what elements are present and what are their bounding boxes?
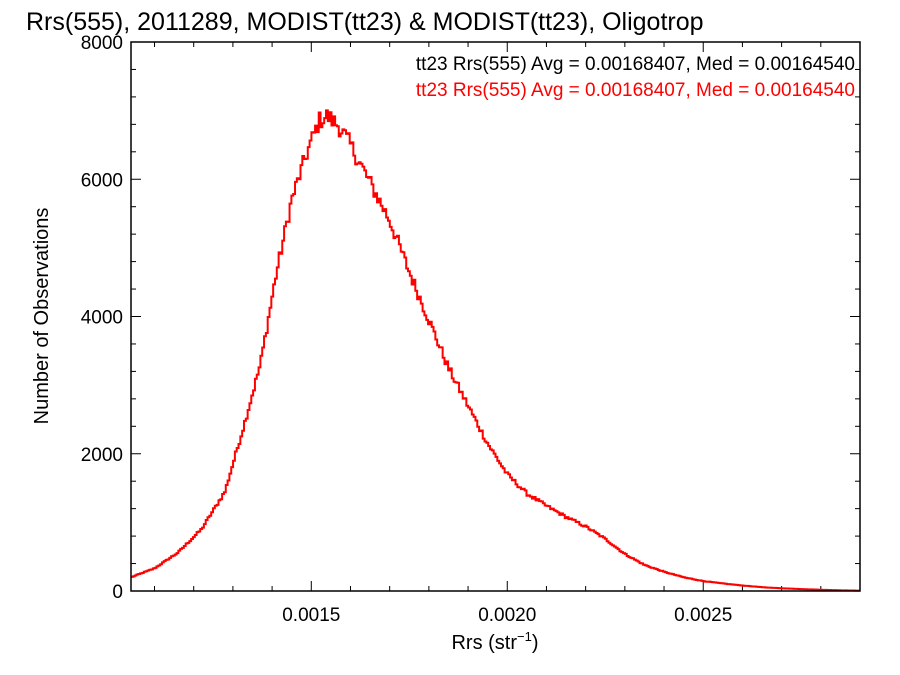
axis-ticks: 0.0015 0.0020 0.0025 0 2000 4000 6000 8000 bbox=[81, 33, 861, 626]
y-tick-label: 8000 bbox=[81, 33, 123, 54]
x-axis-label: Rrs (str−1) bbox=[451, 629, 538, 654]
y-tick-label: 0 bbox=[112, 582, 123, 603]
y-tick-label: 2000 bbox=[81, 445, 123, 466]
legend: tt23 Rrs(555) Avg = 0.00168407, Med = 0.… bbox=[416, 54, 855, 101]
plot-frame bbox=[130, 41, 861, 592]
x-tick-label: 0.0015 bbox=[282, 605, 340, 626]
y-axis-label: Number of Observations bbox=[31, 208, 53, 425]
chart-title: Rrs(555), 2011289, MODIST(tt23) & MODIST… bbox=[26, 8, 704, 36]
histogram-series-line bbox=[131, 109, 860, 592]
y-tick-label: 4000 bbox=[81, 308, 123, 329]
y-tick-label: 6000 bbox=[81, 170, 123, 191]
x-tick-label: 0.0020 bbox=[478, 605, 536, 626]
legend-entry-black: tt23 Rrs(555) Avg = 0.00168407, Med = 0.… bbox=[416, 54, 855, 75]
legend-entry-red: tt23 Rrs(555) Avg = 0.00168407, Med = 0.… bbox=[416, 80, 855, 101]
x-tick-label: 0.0025 bbox=[674, 605, 732, 626]
series-layer bbox=[131, 109, 860, 592]
